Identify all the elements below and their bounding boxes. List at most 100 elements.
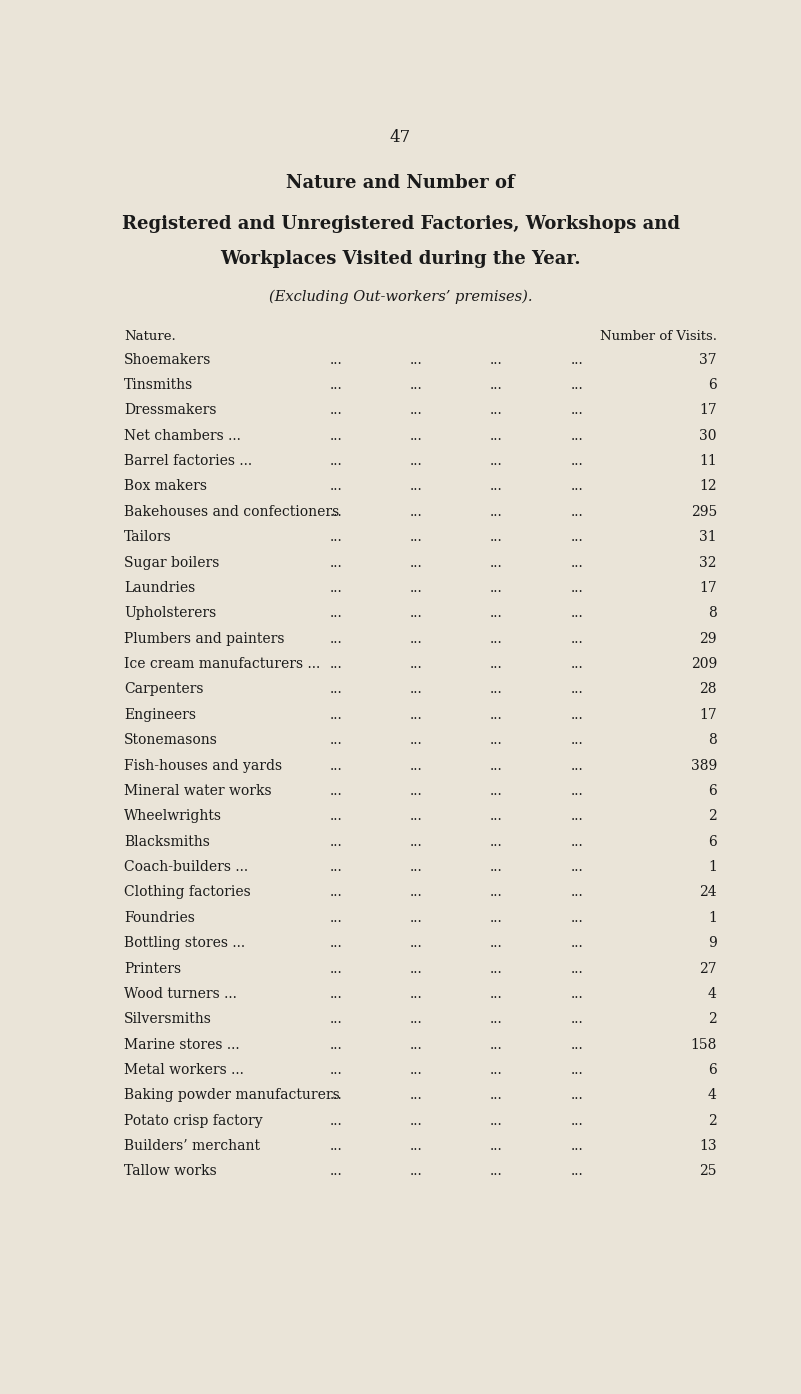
Text: ...: ... [570,606,583,620]
Text: Fish-houses and yards: Fish-houses and yards [124,758,282,772]
Text: ...: ... [490,885,503,899]
Text: ...: ... [330,631,343,645]
Text: ...: ... [330,530,343,544]
Text: ...: ... [330,683,343,697]
Text: ...: ... [490,1139,503,1153]
Text: ...: ... [570,454,583,468]
Text: 8: 8 [708,606,717,620]
Text: 29: 29 [699,631,717,645]
Text: ...: ... [570,403,583,417]
Text: ...: ... [330,1012,343,1026]
Text: ...: ... [410,505,423,519]
Text: Wood turners ...: Wood turners ... [124,987,237,1001]
Text: ...: ... [490,783,503,797]
Text: ...: ... [490,353,503,367]
Text: Engineers: Engineers [124,708,196,722]
Text: ...: ... [410,631,423,645]
Text: ...: ... [490,530,503,544]
Text: ...: ... [410,556,423,570]
Text: ...: ... [490,631,503,645]
Text: ...: ... [570,860,583,874]
Text: ...: ... [330,1164,343,1178]
Text: ...: ... [410,378,423,392]
Text: Foundries: Foundries [124,910,195,924]
Text: 6: 6 [708,783,717,797]
Text: 32: 32 [699,556,717,570]
Text: ...: ... [490,758,503,772]
Text: 37: 37 [699,353,717,367]
Text: ...: ... [490,581,503,595]
Text: 6: 6 [708,378,717,392]
Text: ...: ... [330,987,343,1001]
Text: 4: 4 [708,1089,717,1103]
Text: 209: 209 [690,657,717,671]
Text: ...: ... [330,581,343,595]
Text: ...: ... [410,606,423,620]
Text: 4: 4 [708,987,717,1001]
Text: ...: ... [410,835,423,849]
Text: ...: ... [410,783,423,797]
Text: ...: ... [330,1089,343,1103]
Text: 47: 47 [390,130,411,146]
Text: Workplaces Visited during the Year.: Workplaces Visited during the Year. [220,250,581,268]
Text: ...: ... [490,505,503,519]
Text: ...: ... [490,1089,503,1103]
Text: ...: ... [330,353,343,367]
Text: 158: 158 [690,1037,717,1051]
Text: ...: ... [490,403,503,417]
Text: Bottling stores ...: Bottling stores ... [124,937,245,951]
Text: ...: ... [570,505,583,519]
Text: ...: ... [410,987,423,1001]
Text: ...: ... [330,835,343,849]
Text: ...: ... [490,810,503,824]
Text: Bakehouses and confectioners: Bakehouses and confectioners [124,505,340,519]
Text: Number of Visits.: Number of Visits. [600,330,717,343]
Text: ...: ... [490,454,503,468]
Text: Potato crisp factory: Potato crisp factory [124,1114,263,1128]
Text: ...: ... [330,378,343,392]
Text: 295: 295 [690,505,717,519]
Text: ...: ... [490,910,503,924]
Text: ...: ... [570,556,583,570]
Text: 9: 9 [708,937,717,951]
Text: ...: ... [570,910,583,924]
Text: Sugar boilers: Sugar boilers [124,556,219,570]
Text: ...: ... [490,1037,503,1051]
Text: ...: ... [570,733,583,747]
Text: Wheelwrights: Wheelwrights [124,810,222,824]
Text: ...: ... [330,606,343,620]
Text: ...: ... [410,910,423,924]
Text: ...: ... [490,378,503,392]
Text: Tailors: Tailors [124,530,172,544]
Text: ...: ... [490,1012,503,1026]
Text: ...: ... [490,937,503,951]
Text: Silversmiths: Silversmiths [124,1012,212,1026]
Text: ...: ... [330,937,343,951]
Text: ...: ... [570,937,583,951]
Text: ...: ... [330,1037,343,1051]
Text: ...: ... [490,683,503,697]
Text: ...: ... [330,758,343,772]
Text: Ice cream manufacturers ...: Ice cream manufacturers ... [124,657,320,671]
Text: ...: ... [410,530,423,544]
Text: ...: ... [410,937,423,951]
Text: ...: ... [570,657,583,671]
Text: 6: 6 [708,835,717,849]
Text: 8: 8 [708,733,717,747]
Text: ...: ... [330,505,343,519]
Text: ...: ... [330,454,343,468]
Text: ...: ... [490,606,503,620]
Text: Nature.: Nature. [124,330,176,343]
Text: ...: ... [570,885,583,899]
Text: ...: ... [330,910,343,924]
Text: ...: ... [570,708,583,722]
Text: Marine stores ...: Marine stores ... [124,1037,239,1051]
Text: Nature and Number of: Nature and Number of [286,174,515,192]
Text: Clothing factories: Clothing factories [124,885,251,899]
Text: 13: 13 [699,1139,717,1153]
Text: 28: 28 [699,683,717,697]
Text: 2: 2 [708,1114,717,1128]
Text: Plumbers and painters: Plumbers and painters [124,631,284,645]
Text: ...: ... [330,810,343,824]
Text: ...: ... [490,556,503,570]
